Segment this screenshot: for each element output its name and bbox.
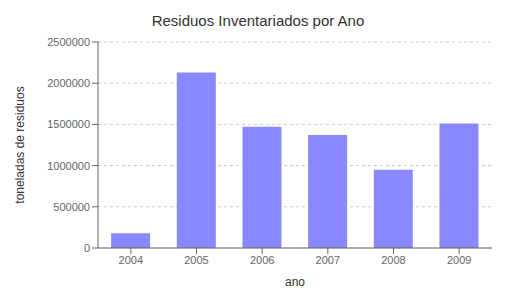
svg-text:2000000: 2000000 bbox=[47, 77, 90, 89]
svg-text:2500000: 2500000 bbox=[47, 36, 90, 48]
svg-text:0: 0 bbox=[84, 242, 90, 254]
svg-text:2005: 2005 bbox=[184, 254, 208, 266]
svg-text:1500000: 1500000 bbox=[47, 118, 90, 130]
svg-text:500000: 500000 bbox=[53, 201, 90, 213]
svg-text:2008: 2008 bbox=[381, 254, 405, 266]
svg-text:2004: 2004 bbox=[119, 254, 143, 266]
html-text:Residuos Inventariados por Ano: Residuos Inventariados por Ano bbox=[151, 12, 365, 29]
svg-text:2007: 2007 bbox=[316, 254, 340, 266]
svg-text:2006: 2006 bbox=[250, 254, 274, 266]
svg-text:2009: 2009 bbox=[447, 254, 471, 266]
svg-text:1000000: 1000000 bbox=[47, 160, 90, 172]
svg-text:ano: ano bbox=[285, 275, 305, 289]
svg-text:toneladas de residuos: toneladas de residuos bbox=[13, 86, 27, 203]
